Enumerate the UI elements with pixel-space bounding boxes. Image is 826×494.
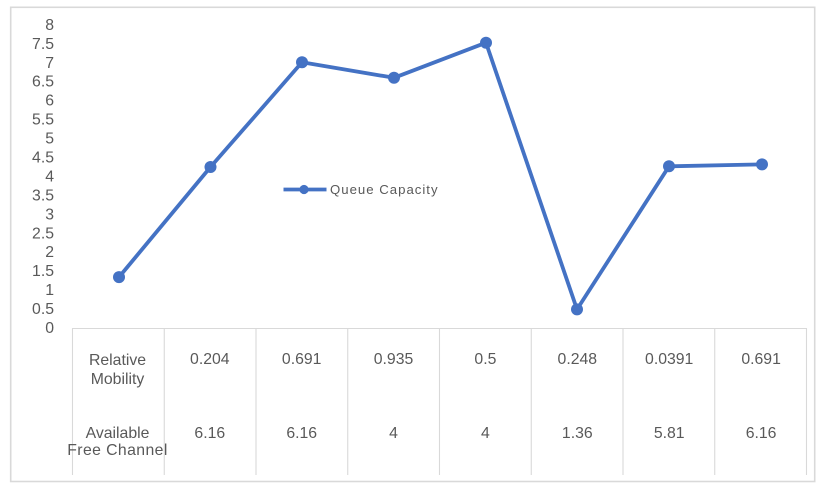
svg-text:Available: Available [86, 425, 150, 442]
svg-text:1: 1 [45, 282, 54, 299]
svg-text:0.5: 0.5 [474, 351, 496, 368]
svg-text:2: 2 [45, 244, 54, 261]
svg-text:4.5: 4.5 [32, 150, 54, 167]
svg-text:Queue Capacity: Queue Capacity [330, 182, 439, 197]
svg-text:0.691: 0.691 [282, 351, 322, 368]
svg-text:3: 3 [45, 206, 54, 223]
svg-text:5.81: 5.81 [654, 425, 685, 442]
svg-text:6.16: 6.16 [286, 425, 317, 442]
svg-text:0: 0 [45, 320, 54, 337]
svg-text:7: 7 [45, 55, 54, 72]
svg-text:Relative: Relative [89, 352, 146, 369]
svg-text:0.5: 0.5 [32, 301, 54, 318]
svg-text:5: 5 [45, 131, 54, 148]
svg-text:1.36: 1.36 [562, 425, 593, 442]
svg-text:4: 4 [45, 169, 54, 186]
svg-text:6.5: 6.5 [32, 74, 54, 91]
svg-text:0.204: 0.204 [190, 351, 230, 368]
svg-text:5.5: 5.5 [32, 112, 54, 129]
svg-text:6.16: 6.16 [194, 425, 225, 442]
svg-text:0.248: 0.248 [558, 351, 598, 368]
svg-text:0.935: 0.935 [374, 351, 414, 368]
svg-text:6: 6 [45, 93, 54, 110]
svg-text:6.16: 6.16 [746, 425, 777, 442]
svg-text:4: 4 [481, 425, 490, 442]
svg-text:Mobility: Mobility [91, 371, 145, 388]
svg-text:1.5: 1.5 [32, 263, 54, 280]
svg-text:4: 4 [389, 425, 398, 442]
svg-text:3.5: 3.5 [32, 187, 54, 204]
svg-text:0.0391: 0.0391 [645, 351, 694, 368]
svg-text:Free Channel: Free Channel [67, 442, 168, 459]
svg-text:0.691: 0.691 [741, 351, 781, 368]
svg-text:2.5: 2.5 [32, 225, 54, 242]
svg-text:8: 8 [45, 17, 54, 34]
svg-text:7.5: 7.5 [32, 36, 54, 53]
